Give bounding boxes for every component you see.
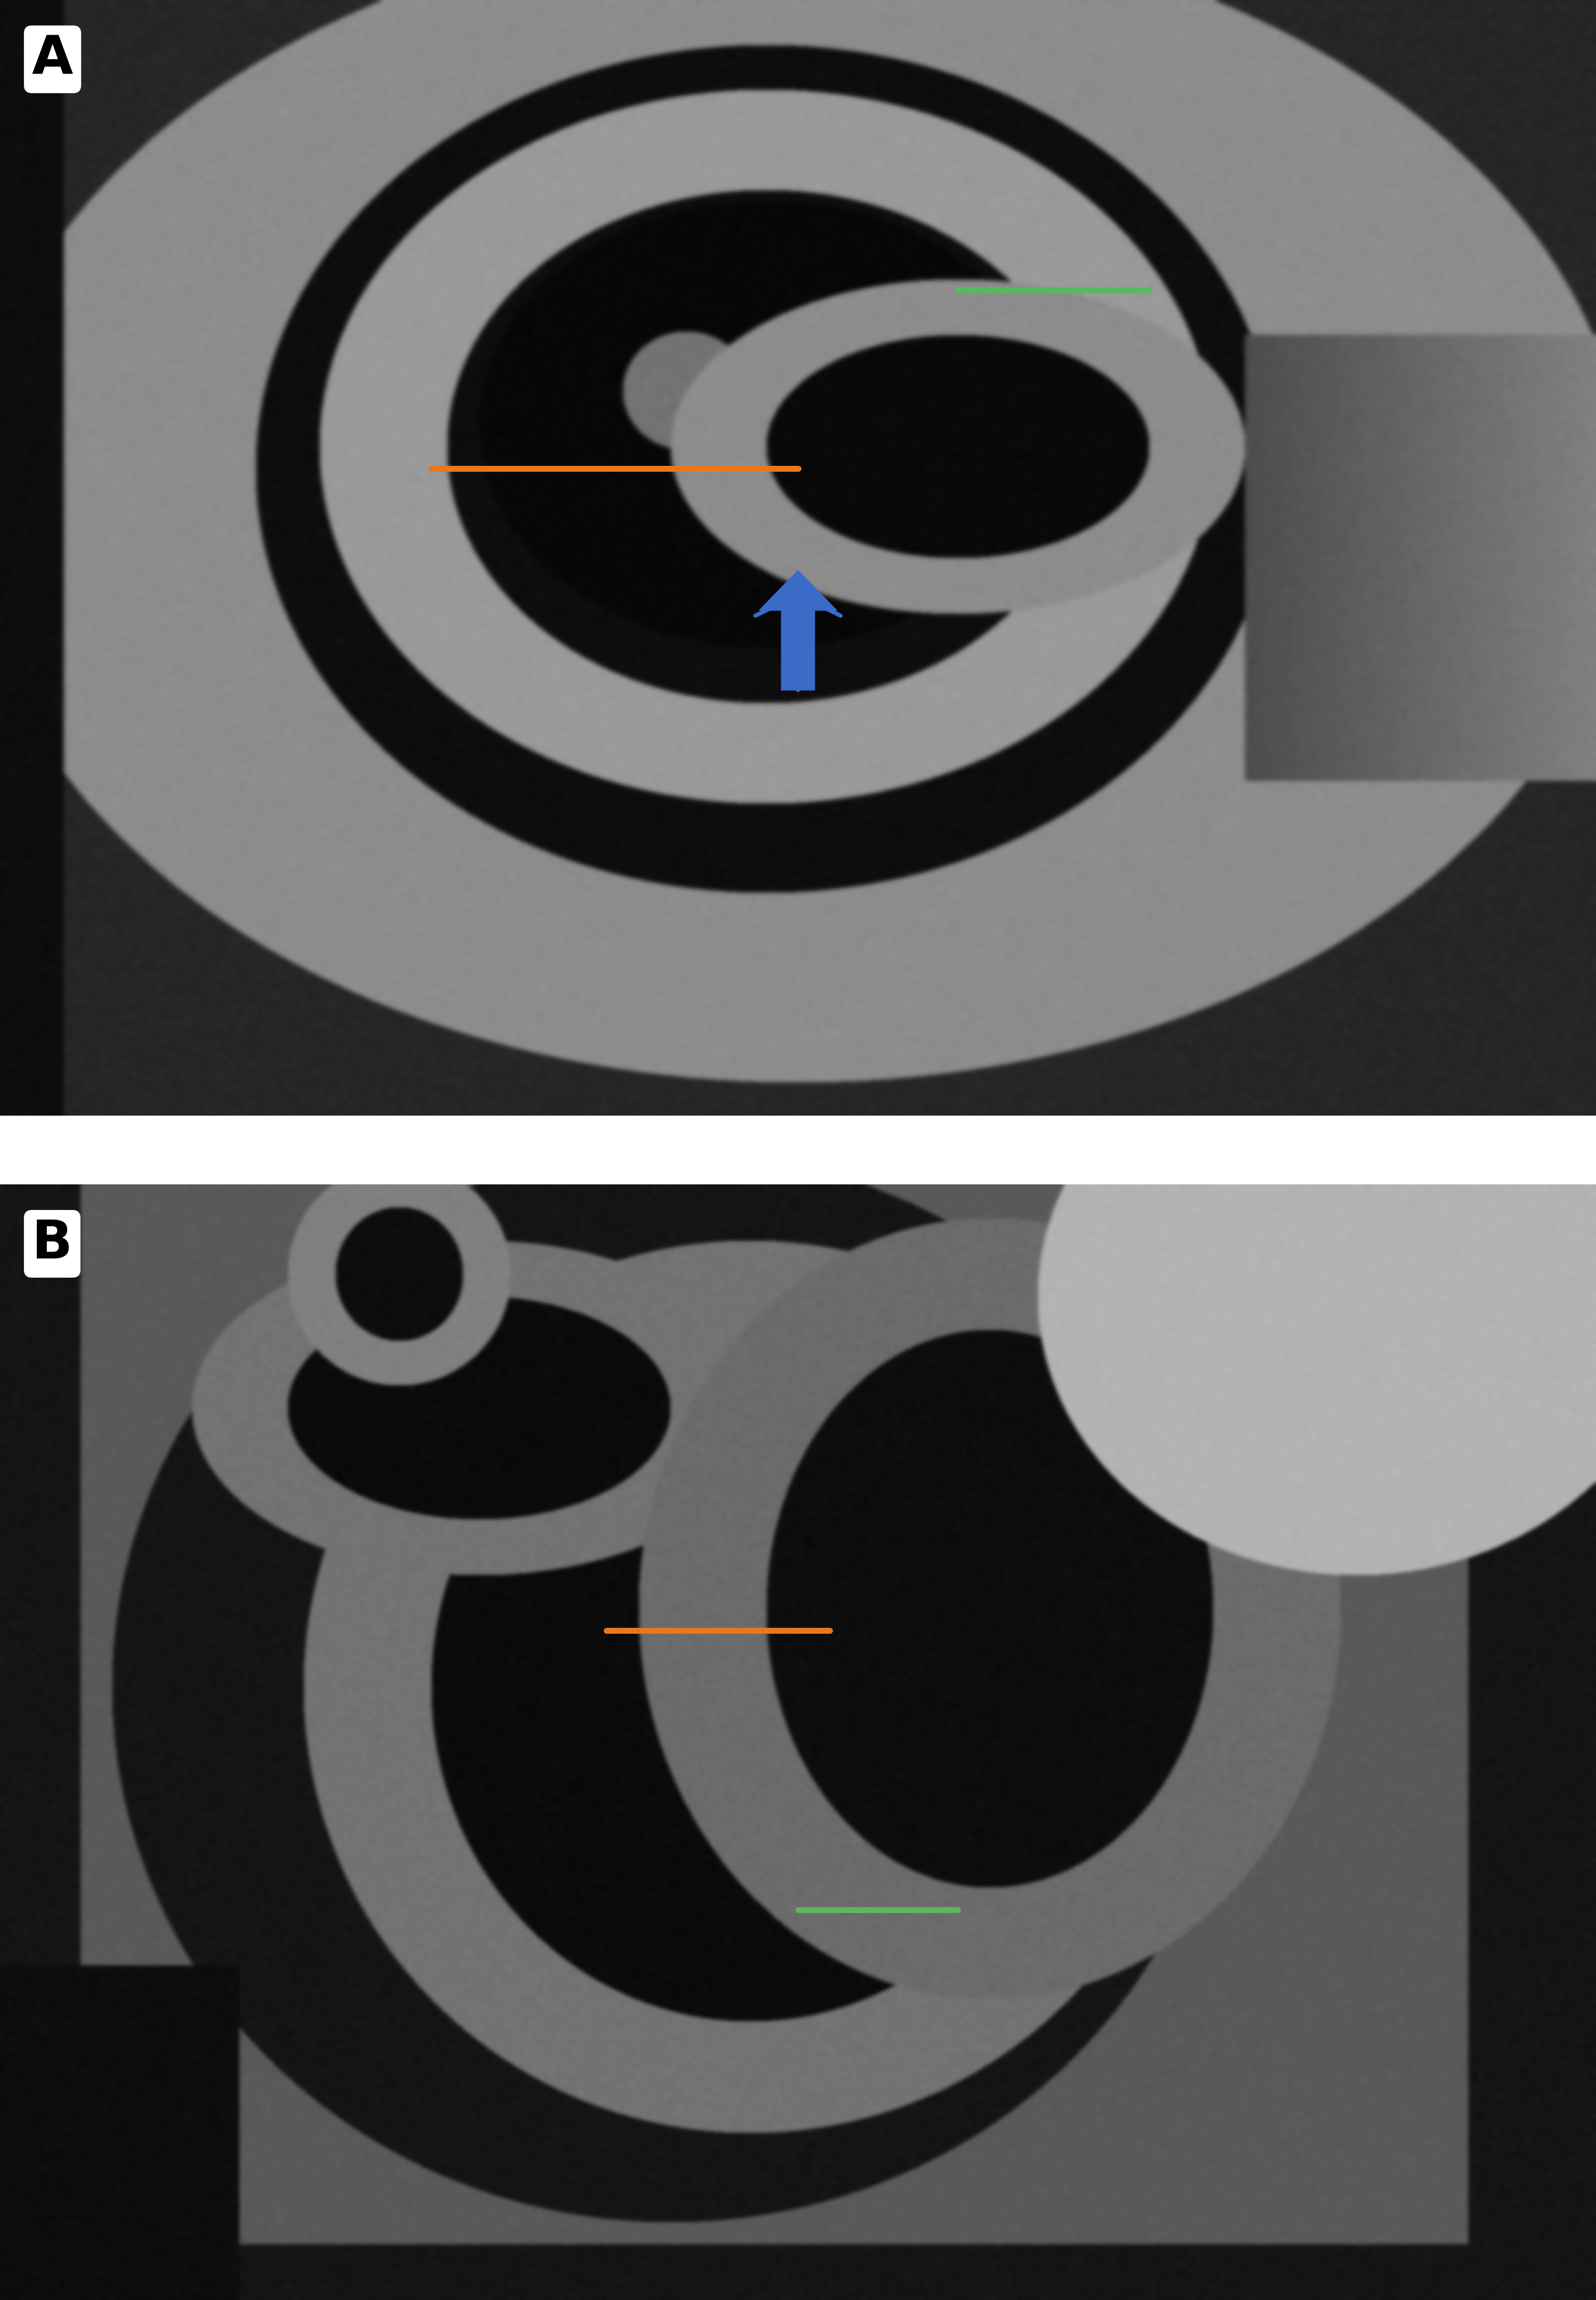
Text: B: B [32,1219,72,1270]
Text: A: A [32,34,73,85]
